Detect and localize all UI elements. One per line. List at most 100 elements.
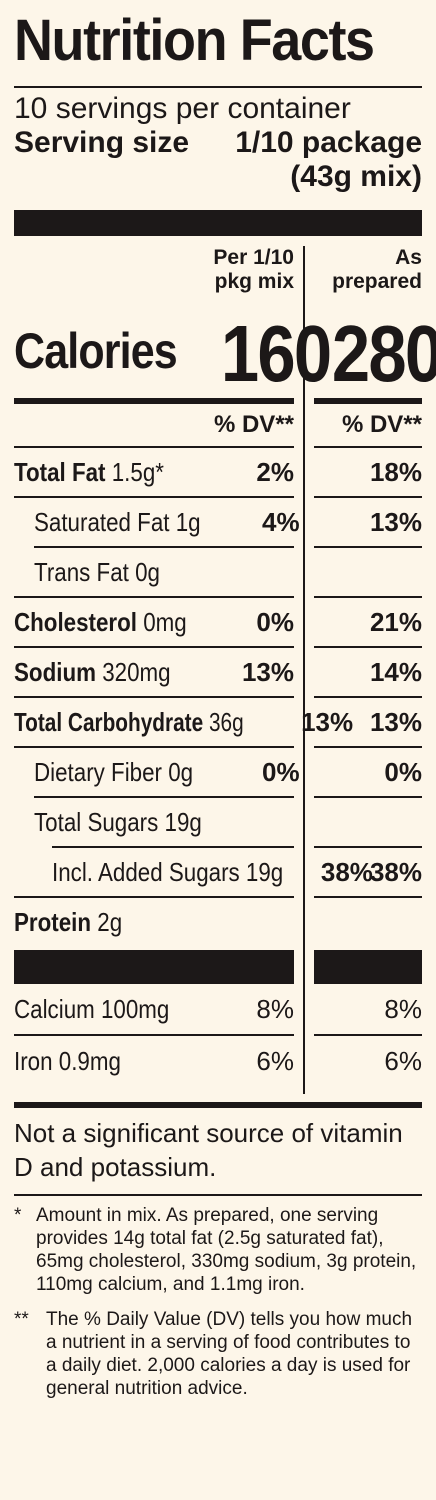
- mineral-name: Calcium: [14, 993, 95, 1024]
- title-rule: [14, 86, 422, 88]
- row-rule: [14, 696, 422, 698]
- footnote-2: ** The % Daily Value (DV) tells you how …: [14, 1308, 422, 1400]
- nutrient-row-dietary-fiber: Dietary Fiber 0g 0% 0%: [14, 748, 422, 796]
- prepared-dv: 38%: [369, 856, 422, 887]
- column-divider: [303, 246, 305, 1094]
- mix-dv: 0%: [256, 606, 294, 637]
- nutrient-name: Total Sugars: [34, 806, 159, 837]
- row-rule: [14, 446, 422, 448]
- nutrient-amount: 19g: [164, 806, 202, 837]
- prepared-dv: 0%: [384, 756, 422, 787]
- nutrient-amount: 2g: [97, 906, 123, 937]
- serving-size-value: 1/10 package: [235, 126, 422, 159]
- prepared-dv: 14%: [369, 656, 422, 687]
- calories-prepared: 280: [331, 309, 436, 398]
- nutrient-name: Incl. Added Sugars: [52, 856, 240, 887]
- nutrient-name: Trans Fat: [34, 556, 129, 587]
- nutrient-amount: 1.5g*: [111, 456, 164, 487]
- prepared-dv: 13%: [369, 506, 422, 537]
- nutrient-row-saturated-fat: Saturated Fat 1g 4% 13%: [14, 498, 422, 546]
- mix-column-header: Per 1/10 pkg mix: [213, 246, 294, 294]
- nutrient-row-cholesterol: Cholesterol 0mg 0% 21%: [14, 598, 422, 646]
- prepared-column-header: As prepared: [314, 246, 422, 294]
- nutrient-row-sodium: Sodium 320mg 13% 14%: [14, 648, 422, 696]
- mineral-row-iron: Iron 0.9mg 6% 6%: [14, 1036, 422, 1086]
- nutrient-name: Total Carbohydrate: [14, 706, 204, 737]
- nutrient-amount: 19g: [245, 856, 284, 887]
- mix-header-line-2: pkg mix: [214, 270, 294, 293]
- prepared-dv: 6%: [384, 1045, 422, 1076]
- mix-dv: 2%: [256, 456, 294, 487]
- footnote-rule: [14, 1194, 422, 1196]
- calories-mix: 160: [221, 309, 332, 398]
- prepared-dv: 13%: [369, 706, 422, 737]
- nutrient-amount: 1g: [175, 506, 201, 537]
- dv-header-prepared: % DV**: [341, 411, 422, 438]
- bottom-rule: [14, 1102, 422, 1108]
- footnote-text: Amount in mix. As prepared, one serving …: [36, 1205, 417, 1295]
- prepared-dv: 18%: [369, 456, 422, 487]
- prepared-header-line-1: As: [395, 246, 422, 269]
- vitamins-separator: [14, 950, 422, 984]
- calories-row: Calories 160 280: [14, 306, 436, 398]
- column-headers: Per 1/10 pkg mix As prepared: [14, 246, 422, 306]
- panel-title: Nutrition Facts: [14, 8, 375, 73]
- calories-label: Calories: [14, 323, 178, 379]
- nutrient-name: Total Fat: [14, 456, 106, 487]
- dv-header-mix: % DV**: [213, 411, 294, 438]
- row-rule: [14, 546, 422, 548]
- mix-dv: 13%: [301, 706, 354, 737]
- thick-rule: [14, 210, 422, 236]
- nutrient-name: Sodium: [14, 656, 96, 687]
- not-significant-note: Not a significant source of vitamin D an…: [14, 1118, 403, 1182]
- prepared-header-line-2: prepared: [332, 270, 422, 293]
- nutrient-amount: 36g: [208, 706, 244, 737]
- nutrient-row-total-fat: Total Fat 1.5g* 2% 18%: [14, 448, 422, 496]
- row-rule: [14, 896, 422, 898]
- serving-size-weight: (43g mix): [290, 160, 422, 193]
- mix-dv: 0%: [261, 756, 300, 787]
- mix-dv: 8%: [256, 993, 294, 1024]
- row-rule: [14, 746, 422, 748]
- calories-rule: [14, 398, 422, 404]
- row-rule: [14, 496, 422, 498]
- footnote-marker: *: [14, 1205, 22, 1226]
- mineral-name: Iron: [14, 1045, 53, 1076]
- mineral-amount: 0.9mg: [58, 1045, 121, 1076]
- row-rule: [14, 1034, 422, 1036]
- mix-dv: 6%: [256, 1045, 294, 1076]
- row-rule: [14, 646, 422, 648]
- row-rule: [14, 596, 422, 598]
- mix-dv: 4%: [261, 506, 300, 537]
- nutrient-grid: Per 1/10 pkg mix As prepared Calories 16…: [14, 246, 436, 1094]
- dv-header-row: % DV** % DV**: [14, 404, 422, 446]
- nutrient-name: Dietary Fiber: [34, 756, 162, 787]
- footnote-text: The % Daily Value (DV) tells you how muc…: [46, 1309, 413, 1399]
- nutrient-name: Saturated Fat: [34, 506, 170, 537]
- nutrient-amount: 0g: [168, 756, 194, 787]
- mix-dv: 38%: [320, 856, 373, 887]
- nutrient-amount: 320mg: [102, 656, 171, 687]
- mix-header-line-1: Per 1/10: [213, 246, 294, 269]
- serving-size-label: Serving size: [14, 126, 190, 159]
- serving-size: Serving size 1/10 package: [14, 126, 422, 160]
- footnote-1: * Amount in mix. As prepared, one servin…: [14, 1204, 422, 1296]
- mix-dv: 13%: [241, 656, 294, 687]
- row-rule: [14, 846, 422, 848]
- nutrient-row-protein: Protein 2g: [14, 898, 422, 946]
- mineral-amount: 100mg: [100, 993, 170, 1024]
- nutrient-name: Cholesterol: [14, 606, 138, 637]
- footnote-marker: **: [14, 1309, 29, 1330]
- nutrient-row-added-sugars: Incl. Added Sugars 19g 38% 38%: [14, 848, 422, 896]
- mineral-row-calcium: Calcium 100mg 8% 8%: [14, 984, 422, 1034]
- prepared-dv: 21%: [369, 606, 422, 637]
- prepared-dv: 8%: [384, 993, 422, 1024]
- nutrient-name: Protein: [14, 906, 92, 937]
- nutrient-row-trans-fat: Trans Fat 0g: [14, 548, 422, 596]
- row-rule: [14, 796, 422, 798]
- nutrient-row-total-carbohydrate: Total Carbohydrate 36g 13% 13%: [14, 698, 422, 746]
- nutrient-row-total-sugars: Total Sugars 19g: [14, 798, 422, 846]
- nutrient-amount: 0mg: [143, 606, 187, 637]
- servings-per-container: 10 servings per container: [14, 92, 351, 125]
